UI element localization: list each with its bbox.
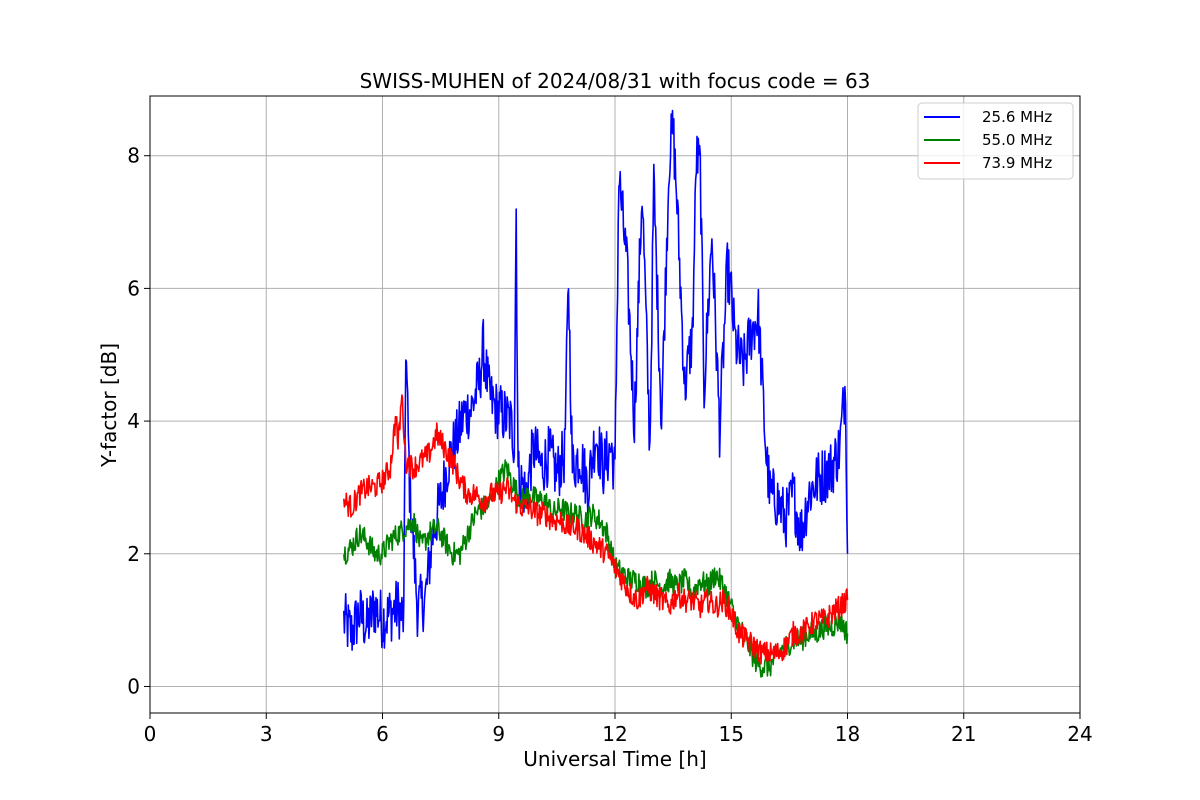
x-tick-label: 3 xyxy=(260,722,273,746)
y-tick-label: 0 xyxy=(127,674,140,698)
series-layer xyxy=(343,109,849,678)
legend-entry: 25.6 MHz xyxy=(982,108,1052,126)
x-axis: 0 3 6 9 12 15 18 21 24 xyxy=(144,713,1093,746)
x-axis-label: Universal Time [h] xyxy=(523,747,706,771)
y-tick-label: 6 xyxy=(127,276,140,300)
legend-box xyxy=(917,102,1074,180)
legend-entry: 73.9 MHz xyxy=(982,154,1052,172)
x-tick-label: 21 xyxy=(951,722,976,746)
legend-entry: 55.0 MHz xyxy=(982,131,1052,149)
y-tick-label: 8 xyxy=(127,144,140,168)
x-tick-label: 18 xyxy=(835,722,860,746)
x-tick-label: 12 xyxy=(602,722,627,746)
x-tick-label: 15 xyxy=(719,722,744,746)
series-line-25-6-mhz xyxy=(343,109,849,651)
series-line-73-9-mhz xyxy=(343,394,849,665)
legend: 25.6 MHz 55.0 MHz 73.9 MHz xyxy=(917,102,1074,180)
x-tick-label: 6 xyxy=(376,722,389,746)
x-tick-label: 24 xyxy=(1067,722,1092,746)
y-axis: 0 2 4 6 8 xyxy=(127,144,150,698)
x-tick-label: 0 xyxy=(144,722,157,746)
y-tick-label: 4 xyxy=(127,409,140,433)
y-tick-label: 2 xyxy=(127,542,140,566)
y-axis-label: Y-factor [dB] xyxy=(97,343,121,468)
x-tick-label: 9 xyxy=(492,722,505,746)
chart-title: SWISS-MUHEN of 2024/08/31 with focus cod… xyxy=(360,69,871,93)
series-line-55-0-mhz xyxy=(343,459,849,678)
